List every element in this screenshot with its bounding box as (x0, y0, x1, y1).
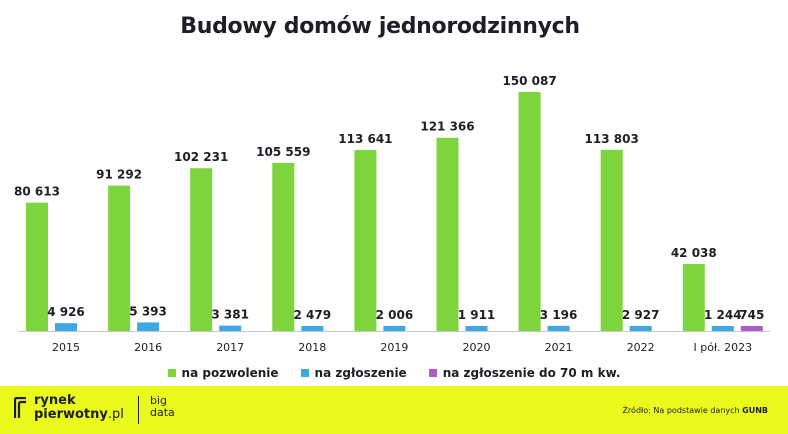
data-label: 150 087 (502, 74, 556, 88)
legend-item-na-zgloszenie: na zgłoszenie (300, 366, 407, 380)
x-tick-label: 2021 (545, 341, 573, 354)
x-tick-label: 2019 (380, 341, 408, 354)
legend-swatch-blue (300, 369, 309, 377)
data-label: 2 927 (622, 308, 660, 322)
data-label: 5 393 (129, 304, 167, 318)
source-prefix: Źródło: Na podstawie danych (622, 406, 743, 415)
data-label: 113 641 (338, 132, 392, 146)
bar-na-zg-oszenie (301, 326, 324, 331)
data-label: 121 366 (420, 120, 474, 134)
x-tick-label: 2017 (216, 341, 244, 354)
legend-label: na zgłoszenie do 70 m kw. (442, 366, 621, 380)
source-bold: GUNB (742, 406, 768, 415)
bar-na-pozwolenie (108, 185, 131, 331)
legend-label: na pozwolenie (181, 366, 279, 380)
bar-na-zg-oszenie (219, 325, 242, 331)
bar-na-zg-oszenie (383, 326, 406, 331)
bar-na-pozwolenie (600, 149, 623, 331)
logo-line2-bold: pierwotny (34, 407, 108, 422)
chart-legend: na pozwolenie na zgłoszenie na zgłoszeni… (0, 366, 788, 380)
bar-na-pozwolenie (272, 162, 295, 331)
bar-na-zg-oszenie (137, 322, 160, 331)
data-label: 80 613 (14, 185, 60, 199)
bar-na-zg-oszenie (465, 326, 488, 331)
bigdata-line2: data (150, 406, 175, 419)
x-tick-label: 2022 (627, 341, 655, 354)
bar-na-pozwolenie (26, 202, 48, 331)
data-label: 1 911 (458, 308, 496, 322)
data-label: 91 292 (96, 168, 142, 182)
bar-na-pozwolenie (682, 264, 705, 331)
footer-bar: rynek pierwotny.pl big data Źródło: Na p… (0, 386, 788, 434)
legend-item-na-zgloszenie-do-70: na zgłoszenie do 70 m kw. (428, 366, 621, 380)
legend-item-na-pozwolenie: na pozwolenie (167, 366, 279, 380)
rynek-pierwotny-logo: rynek pierwotny.pl (13, 393, 124, 422)
bar-na-zg-oszenie (711, 326, 734, 331)
data-label: 3 381 (211, 308, 249, 322)
bar-na-zg-oszenie (547, 325, 570, 331)
logo-divider (138, 396, 139, 424)
x-tick-label: 2015 (52, 341, 80, 354)
bar-chart: 2015 80 613 4 926 2016 91 292 5 393 2017 102 23… (14, 74, 770, 354)
legend-swatch-purple (428, 369, 437, 377)
data-label: 745 (739, 308, 764, 322)
x-tick-label: 2018 (298, 341, 326, 354)
bigdata-logo: big data (150, 395, 175, 419)
data-label: 42 038 (671, 246, 717, 260)
data-label: 102 231 (174, 150, 228, 164)
bar-na-zg-oszenie (55, 323, 77, 331)
bar-na-zg-oszenie-do-70-m-kw- (740, 326, 763, 331)
logo-mark-icon (13, 396, 28, 419)
x-tick-label: I pół. 2023 (694, 341, 753, 354)
x-tick-label: 2016 (134, 341, 162, 354)
chart-title: Budowy domów jednorodzinnych (180, 14, 580, 39)
data-label: 113 803 (585, 132, 639, 146)
x-tick-label: 2020 (463, 341, 491, 354)
data-label: 4 926 (47, 305, 85, 319)
bigdata-line1: big (150, 394, 168, 407)
data-label: 2 479 (294, 308, 332, 322)
logo-line2-light: .pl (107, 407, 124, 422)
bar-na-zg-oszenie (629, 326, 652, 331)
data-label: 1 244 (704, 308, 742, 322)
bar-na-pozwolenie (354, 150, 377, 331)
logo-line1: rynek (34, 393, 76, 408)
bar-na-pozwolenie (436, 137, 459, 331)
data-label: 105 559 (256, 145, 310, 159)
data-label: 2 006 (376, 308, 414, 322)
bar-na-pozwolenie (190, 168, 213, 331)
legend-swatch-green (167, 369, 176, 377)
data-label: 3 196 (540, 308, 578, 322)
legend-label: na zgłoszenie (314, 366, 407, 380)
bar-na-pozwolenie (518, 92, 541, 331)
source-note: Źródło: Na podstawie danych GUNB (622, 406, 768, 415)
